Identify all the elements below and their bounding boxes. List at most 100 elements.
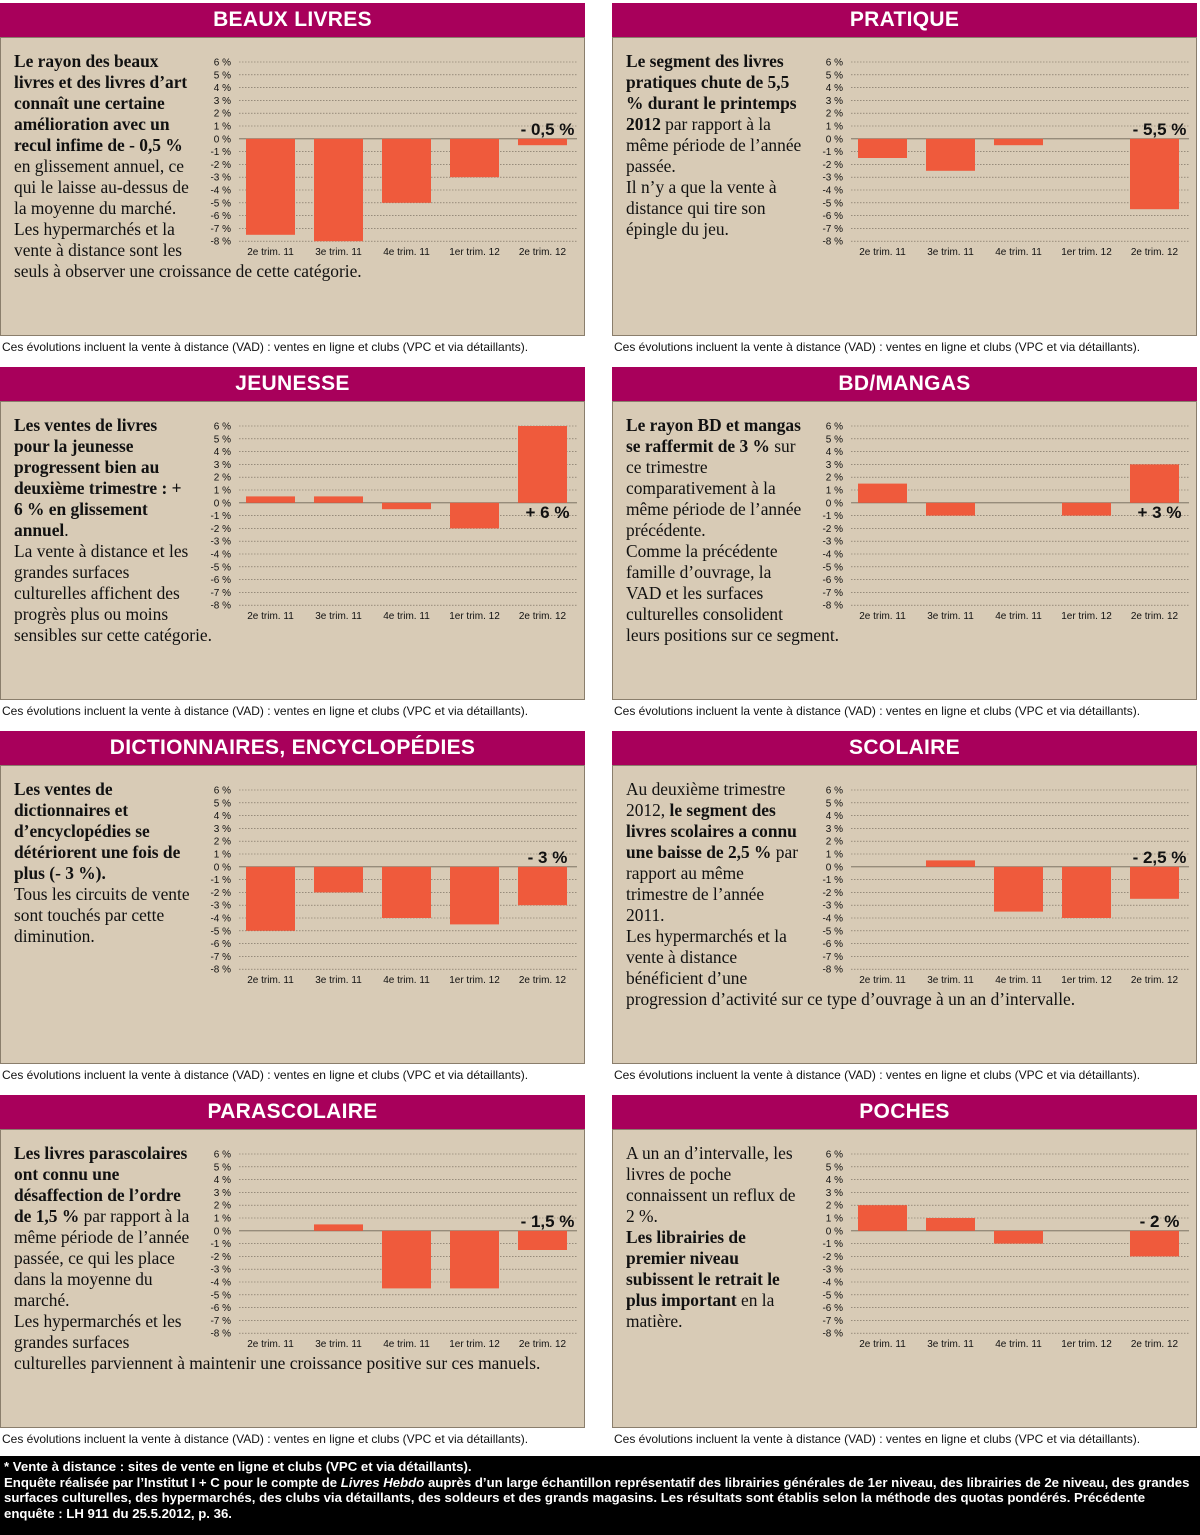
chart-svg: 6 %5 % 4 % 3 % 2 % 1 %0 % -1 % -2 % -3 % -4 %-5 …	[822, 1150, 1189, 1350]
bar	[994, 1230, 1043, 1244]
y-tick-label: -4 %	[210, 1278, 231, 1289]
bar	[1130, 138, 1179, 210]
y-tick-label: -1 %	[210, 511, 231, 522]
y-tick-label: -2 %	[822, 888, 843, 899]
y-tick-label: -7 %	[210, 224, 231, 235]
x-tick-label: 1er trim. 12	[449, 1339, 500, 1350]
x-tick-label: 2e trim. 12	[1131, 611, 1179, 622]
y-tick-label: 5 %	[826, 70, 843, 81]
y-tick-label: -1 %	[210, 1239, 231, 1250]
y-tick-label: -2 %	[210, 1252, 231, 1263]
y-tick-label: -3 %	[822, 1265, 843, 1276]
y-tick-label: -7 %	[822, 952, 843, 963]
y-tick-label: -2 %	[210, 160, 231, 171]
y-tick-label: -7 %	[210, 588, 231, 599]
text-segment: Comme la précédente famille d’ouvrage, l…	[626, 541, 840, 645]
x-tick-label: 2e trim. 11	[247, 1339, 294, 1350]
bar	[994, 866, 1043, 912]
x-tick-label: 1er trim. 12	[1061, 611, 1112, 622]
panel-note: Ces évolutions incluent la vente à dista…	[2, 704, 529, 718]
bar	[858, 138, 907, 158]
bar	[314, 138, 363, 242]
y-tick-label: -4 %	[822, 1278, 843, 1289]
y-tick-label: -2 %	[210, 888, 231, 899]
y-tick-label: 1 %	[826, 850, 843, 861]
bar	[1130, 464, 1179, 503]
y-tick-label: 2 %	[826, 109, 843, 120]
chart-svg: 6 %5 % 4 % 3 % 2 % 1 %0 % -1 % -2 % -3 % -4 %-5 …	[210, 1150, 577, 1350]
y-tick-label: 6 %	[826, 786, 843, 797]
bar-chart: 6 % 5 % 4 % 3 % 2 % 1 % 0 % -1 % -2 % -3 % -4 % -5 …	[201, 778, 581, 988]
y-tick-label: -5 %	[210, 926, 231, 937]
bar	[246, 866, 295, 931]
y-tick-label: -8 %	[210, 1329, 231, 1340]
x-tick-label: 2e trim. 11	[247, 611, 294, 622]
panel-title: SCOLAIRE	[612, 731, 1197, 765]
panel-text: Les ventes de livres pour la jeunesse pr…	[14, 415, 569, 646]
y-tick-label: 0 %	[214, 134, 231, 145]
bar-chart: 6 % 5 % 4 % 3 % 2 % 1 % 0 % -1 % -2 % -3 % -4 % -5 …	[201, 414, 581, 624]
y-tick-label: 4 %	[214, 1175, 231, 1186]
y-tick-label: 1 %	[214, 486, 231, 497]
text-segment: Le rayon BD et mangas se raffermit de 3 …	[626, 415, 801, 456]
y-tick-label: -6 %	[210, 575, 231, 586]
x-tick-label: 3e trim. 11	[927, 975, 974, 986]
panel-body: Les livres parascolaires ont connu une d…	[0, 1129, 585, 1428]
panel-body: Le rayon des beaux livres et des livres …	[0, 37, 585, 336]
y-tick-label: -1 %	[822, 1239, 843, 1250]
bar	[1062, 502, 1111, 516]
data-label: - 1,5 %	[521, 1212, 575, 1231]
panel-body: A un an d’intervalle, les livres de poch…	[612, 1129, 1197, 1428]
panel-text: Le segment des livres pratiques chute de…	[626, 51, 1181, 256]
x-tick-label: 4e trim. 11	[995, 975, 1042, 986]
y-tick-label: -5 %	[822, 562, 843, 573]
footer: * Vente à distance : sites de vente en l…	[0, 1456, 1200, 1535]
y-tick-label: -3 %	[822, 901, 843, 912]
y-tick-label: -4 %	[822, 186, 843, 197]
text-segment: A un an d’intervalle, les livres de poch…	[626, 1143, 796, 1226]
x-tick-label: 2e trim. 12	[519, 611, 567, 622]
y-tick-label: -7 %	[210, 952, 231, 963]
y-tick-label: -6 %	[210, 1303, 231, 1314]
chart-svg: 6 %5 % 4 % 3 % 2 % 1 %0 % -1 % -2 % -3 % -4 %-5 …	[822, 786, 1189, 986]
y-tick-label: -6 %	[822, 575, 843, 586]
chart-svg: 6 %5 % 4 % 3 % 2 % 1 %0 % -1 % -2 % -3 % -4 %-5 …	[210, 58, 577, 258]
bar	[1130, 1230, 1179, 1257]
bar	[450, 138, 499, 178]
chart-svg: 6 %5 % 4 % 3 % 2 % 1 %0 % -1 % -2 % -3 % -4 %-5 …	[822, 58, 1189, 258]
text-segment: Les hypermarchés et la vente à distance …	[626, 926, 1076, 1009]
x-tick-label: 1er trim. 12	[449, 611, 500, 622]
data-label: - 5,5 %	[1133, 120, 1187, 139]
text-segment: sur ce trimestre comparativement à la mê…	[626, 436, 802, 540]
x-tick-label: 3e trim. 11	[927, 1339, 974, 1350]
x-tick-label: 2e trim. 11	[859, 1339, 906, 1350]
bar	[382, 866, 431, 918]
y-tick-label: -3 %	[210, 901, 231, 912]
y-tick-label: -3 %	[210, 173, 231, 184]
x-tick-label: 1er trim. 12	[1061, 975, 1112, 986]
bar	[382, 138, 431, 203]
y-tick-label: -8 %	[822, 601, 843, 612]
y-tick-label: -1 %	[210, 875, 231, 886]
bar	[858, 1205, 907, 1231]
y-tick-label: -1 %	[822, 875, 843, 886]
panel-title: BEAUX LIVRES	[0, 3, 585, 37]
panel-scolaire: SCOLAIRE Au deuxième trimestre 2012, le s…	[612, 731, 1197, 1094]
bar-chart: 6 % 5 % 4 % 3 % 2 % 1 % 0 % -1 % -2 % -3 % -4 % -5 …	[813, 414, 1193, 624]
y-tick-label: -6 %	[210, 939, 231, 950]
y-tick-label: 3 %	[214, 824, 231, 835]
panel-note: Ces évolutions incluent la vente à dista…	[614, 340, 1141, 354]
y-tick-label: -4 %	[210, 186, 231, 197]
text-segment: par rapport à la même période de l’année…	[14, 1206, 190, 1310]
y-tick-label: -7 %	[822, 588, 843, 599]
bar-chart: 6 % 5 % 4 % 3 % 2 % 1 % 0 % -1 % -2 % -3 % -4 % -5 …	[813, 50, 1193, 260]
y-tick-label: 1 %	[214, 850, 231, 861]
panel-jeunesse: JEUNESSE Les ventes de livres pour la jeu…	[0, 367, 585, 730]
y-tick-label: 6 %	[214, 1150, 231, 1161]
y-tick-label: 6 %	[826, 1150, 843, 1161]
panel-title: DICTIONNAIRES, ENCYCLOPÉDIES	[0, 731, 585, 765]
panel-note: Ces évolutions incluent la vente à dista…	[614, 1432, 1141, 1446]
y-tick-label: 1 %	[214, 1214, 231, 1225]
y-tick-label: -1 %	[210, 147, 231, 158]
y-tick-label: 6 %	[826, 422, 843, 433]
